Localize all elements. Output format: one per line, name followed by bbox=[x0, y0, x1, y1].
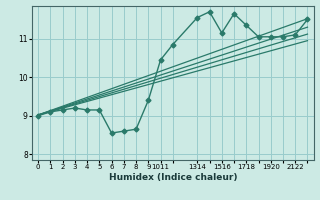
X-axis label: Humidex (Indice chaleur): Humidex (Indice chaleur) bbox=[108, 173, 237, 182]
